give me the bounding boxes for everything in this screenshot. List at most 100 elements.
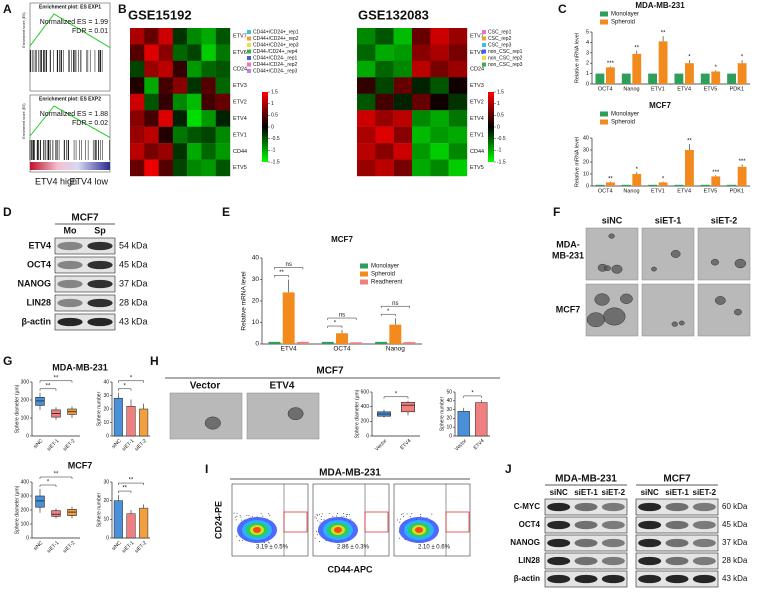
panel-letter: H <box>150 354 159 368</box>
bar <box>139 507 149 539</box>
heatmap-cell <box>144 93 159 111</box>
event-dot <box>239 514 241 516</box>
x-tick-label: siET-2 <box>134 438 148 452</box>
heatmap-cell <box>357 110 376 127</box>
band <box>87 241 113 251</box>
sphere <box>608 233 615 239</box>
heatmap-cell <box>393 93 413 111</box>
band <box>665 556 689 566</box>
band <box>87 317 113 327</box>
micrograph <box>641 227 695 281</box>
legend-swatch <box>247 56 251 60</box>
event-dot <box>345 513 347 515</box>
significance: * <box>47 480 50 486</box>
x-tick-label: ETV1 <box>651 188 665 194</box>
axis-title: Relative mRNA level <box>574 137 580 187</box>
significance: ** <box>608 176 613 182</box>
heatmap-cell <box>357 44 376 62</box>
heatmap-cell <box>375 44 394 62</box>
row-label: ETV5 <box>470 165 484 171</box>
panel-letter: J <box>505 462 512 476</box>
band <box>692 556 716 566</box>
band <box>57 260 83 270</box>
heatmap-cell <box>215 143 231 160</box>
row-label: ETV1 <box>233 132 247 138</box>
band <box>692 502 716 512</box>
box <box>35 495 45 508</box>
heatmap-cell <box>158 77 174 94</box>
y-tick-label: 0 <box>366 433 369 439</box>
gate-percent: 2.10 ± 0.6% <box>418 545 451 551</box>
event-dot <box>402 513 404 515</box>
y-tick-label: 100 <box>21 415 30 421</box>
x-tick-label: siNC <box>32 438 44 450</box>
heatmap-cell <box>144 110 159 127</box>
x-tick-label: ETV4 <box>399 438 412 451</box>
protein-label: OCT4 <box>519 520 541 529</box>
scale-label: 0.5 <box>497 113 504 119</box>
panel-letter: I <box>205 462 208 476</box>
band <box>601 502 625 512</box>
event-dot <box>248 515 250 517</box>
heatmap-cell <box>172 28 188 45</box>
group-title: MDA-MB-231 <box>319 468 381 479</box>
rank-label: ETV4 high <box>35 176 77 186</box>
event-dot <box>236 512 238 514</box>
heatmap-cell <box>130 44 145 62</box>
x-tick-label: Vector <box>454 438 469 453</box>
event-dot <box>319 540 321 542</box>
lane-label: siET-2 <box>693 488 717 497</box>
band <box>601 538 625 548</box>
row-label: CD24 <box>233 67 247 73</box>
legend-swatch <box>482 49 486 54</box>
band <box>574 556 598 566</box>
event-dot <box>346 515 348 517</box>
bar <box>658 41 668 84</box>
event-dot <box>316 514 318 516</box>
size-label: 60 kDa <box>722 502 748 511</box>
legend-label: CD44-/CD24+_rep4 <box>253 49 298 55</box>
x-tick-label: ETV4 <box>473 438 486 451</box>
heatmap-cell <box>375 159 394 177</box>
sphere <box>733 308 742 316</box>
y-tick-label: 20 <box>252 298 260 305</box>
bar <box>403 342 416 344</box>
heatmap-cell <box>448 143 468 160</box>
micrograph <box>246 392 320 440</box>
panel-letter: D <box>3 205 12 219</box>
legend-label: Spheroid <box>611 120 635 126</box>
gate <box>283 511 308 533</box>
legend-swatch <box>247 49 251 54</box>
legend-swatch <box>600 11 608 17</box>
significance: ns <box>392 301 398 307</box>
bar <box>350 342 363 344</box>
row-label: ETV6 <box>470 50 484 56</box>
x-tick-label: PDK1 <box>730 188 744 194</box>
heatmap-cell <box>448 110 468 127</box>
event-dot <box>341 516 343 518</box>
gsea-stat: FDR = 0.02 <box>72 120 108 127</box>
event-dot <box>236 515 238 517</box>
x-tick-label: siET-1 <box>46 540 60 554</box>
row-label: ETV7 <box>470 34 484 40</box>
density <box>253 527 261 533</box>
y-tick-label: 20 <box>103 406 109 412</box>
significance-bracket <box>380 305 410 309</box>
event-dot <box>319 514 321 516</box>
group-title: MDA-MB-231 <box>555 474 617 485</box>
band <box>547 502 571 512</box>
heatmap-cell <box>187 126 202 144</box>
heatmap-cell <box>144 28 159 45</box>
y-tick-label: 0 <box>255 341 259 348</box>
legend-label: CSC_rep2 <box>488 36 512 42</box>
heatmap-cell <box>201 159 216 177</box>
heatmap-cell <box>215 60 231 78</box>
y-tick-label: 40 <box>446 398 452 404</box>
bar <box>674 73 684 84</box>
y-tick-label: 30 <box>252 276 260 283</box>
band <box>638 502 662 512</box>
band <box>574 502 598 512</box>
x-tick-label: OCT4 <box>598 188 613 194</box>
heatmap-cell <box>357 126 376 144</box>
